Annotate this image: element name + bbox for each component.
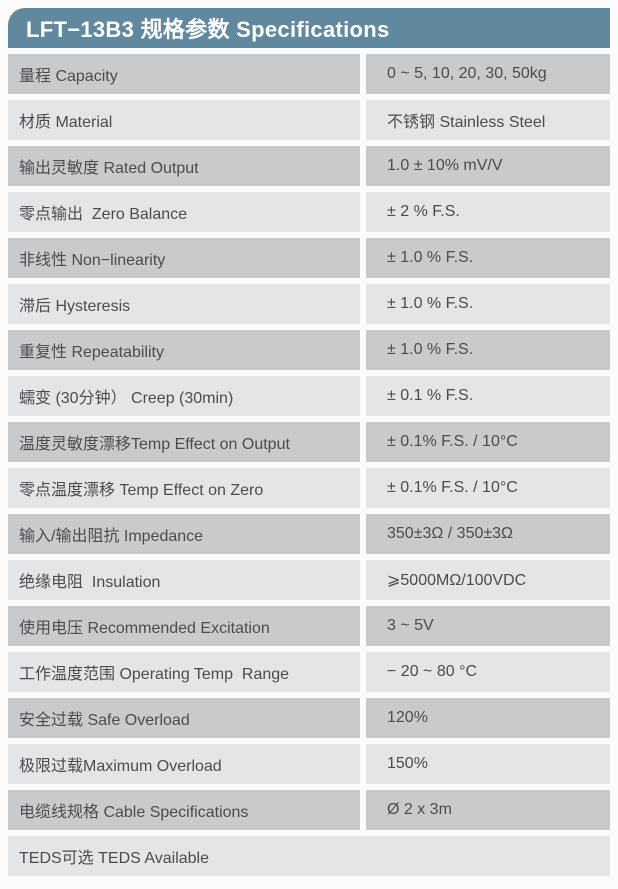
table-title: LFT−13B3 规格参数 Specifications [26,17,390,42]
spec-label-cell: 使用电压 Recommended Excitation [8,606,360,646]
spec-label-cell: 输出灵敏度 Rated Output [8,146,360,186]
spec-label: 输出灵敏度 Rated Output [19,160,199,177]
spec-row: 温度灵敏度漂移Temp Effect on Output ± 0.1% F.S. … [8,422,610,462]
spec-label-cell: 滞后 Hysteresis [8,284,360,324]
spec-value-cell: ± 0.1 % F.S. [366,376,610,416]
spec-label-cell: 输入/输出阻抗 Impedance [8,514,360,554]
spec-rows: 量程 Capacity 0 ~ 5, 10, 20, 30, 50kg 材质 Mat… [8,54,610,876]
spec-row: 滞后 Hysteresis ± 1.0 % F.S. [8,284,610,324]
spec-value-cell: 150% [366,744,610,784]
spec-row: 蠕变 (30分钟） Creep (30min) ± 0.1 % F.S. [8,376,610,416]
spec-row: 工作温度范围 Operating Temp Range − 20 ~ 80 °C [8,652,610,692]
spec-value-cell: ± 1.0 % F.S. [366,238,610,278]
spec-value: Ø 2 x 3m [387,801,452,818]
spec-value-cell: ± 0.1% F.S. / 10°C [366,422,610,462]
spec-value-cell: ⩾5000MΩ/100VDC [366,560,610,600]
spec-row: 重复性 Repeatability ± 1.0 % F.S. [8,330,610,370]
spec-row: 非线性 Non−linearity ± 1.0 % F.S. [8,238,610,278]
spec-value-cell: − 20 ~ 80 °C [366,652,610,692]
spec-label: 零点温度漂移 Temp Effect on Zero [19,482,264,499]
spec-label-cell: 零点输出 Zero Balance [8,192,360,232]
spec-label: 重复性 Repeatability [19,344,164,361]
spec-label-cell: 极限过载Maximum Overload [8,744,360,784]
spec-label: 安全过载 Safe Overload [19,712,190,729]
spec-value: ± 0.1% F.S. / 10°C [387,479,518,496]
spec-label: 绝缘电阻 Insulation [19,574,161,591]
spec-row: 电缆线规格 Cable Specifications Ø 2 x 3m [8,790,610,830]
spec-label-cell: 非线性 Non−linearity [8,238,360,278]
spec-row: 材质 Material 不锈钢 Stainless Steel [8,100,610,140]
spec-value: 1.0 ± 10% mV/V [387,157,503,174]
spec-row: 安全过载 Safe Overload 120% [8,698,610,738]
spec-value-cell: ± 2 % F.S. [366,192,610,232]
spec-row: 输出灵敏度 Rated Output 1.0 ± 10% mV/V [8,146,610,186]
spec-label: 非线性 Non−linearity [19,252,166,269]
spec-label: 输入/输出阻抗 Impedance [19,528,204,545]
spec-value-cell: Ø 2 x 3m [366,790,610,830]
spec-label: 零点输出 Zero Balance [19,206,188,223]
spec-row: 极限过载Maximum Overload 150% [8,744,610,784]
spec-label: 工作温度范围 Operating Temp Range [19,666,290,683]
spec-value-cell: 不锈钢 Stainless Steel [366,100,610,140]
spec-label: 使用电压 Recommended Excitation [19,620,270,637]
table-title-bar: LFT−13B3 规格参数 Specifications [8,8,610,48]
spec-row: 零点输出 Zero Balance ± 2 % F.S. [8,192,610,232]
spec-value: ± 2 % F.S. [387,203,460,220]
spec-value: 150% [387,755,428,772]
spec-label-cell: 材质 Material [8,100,360,140]
spec-value-cell: 350±3Ω / 350±3Ω [366,514,610,554]
spec-row: 输入/输出阻抗 Impedance 350±3Ω / 350±3Ω [8,514,610,554]
spec-label: 极限过载Maximum Overload [19,758,222,775]
spec-label-cell: 温度灵敏度漂移Temp Effect on Output [8,422,360,462]
spec-label-cell: 安全过载 Safe Overload [8,698,360,738]
spec-value: 3 ~ 5V [387,617,434,634]
spec-value: ± 0.1% F.S. / 10°C [387,433,518,450]
spec-value-cell: 120% [366,698,610,738]
spec-label-cell: TEDS可选 TEDS Available [8,836,610,876]
spec-label-cell: 电缆线规格 Cable Specifications [8,790,360,830]
spec-value-cell: ± 1.0 % F.S. [366,284,610,324]
spec-label: 量程 Capacity [19,68,118,85]
spec-label-cell: 绝缘电阻 Insulation [8,560,360,600]
spec-value: ± 0.1 % F.S. [387,387,474,404]
spec-row: TEDS可选 TEDS Available [8,836,610,876]
spec-row: 量程 Capacity 0 ~ 5, 10, 20, 30, 50kg [8,54,610,94]
spec-label-cell: 零点温度漂移 Temp Effect on Zero [8,468,360,508]
spec-value: ± 1.0 % F.S. [387,295,474,312]
spec-value: ± 1.0 % F.S. [387,341,474,358]
spec-row: 零点温度漂移 Temp Effect on Zero ± 0.1% F.S. / … [8,468,610,508]
spec-value-cell: ± 1.0 % F.S. [366,330,610,370]
spec-value: 120% [387,709,428,726]
spec-value: 0 ~ 5, 10, 20, 30, 50kg [387,65,547,82]
spec-label: 温度灵敏度漂移Temp Effect on Output [19,436,290,453]
spec-value: 不锈钢 Stainless Steel [387,114,546,131]
spec-value-cell: 1.0 ± 10% mV/V [366,146,610,186]
spec-label: 蠕变 (30分钟） Creep (30min) [19,390,234,407]
spec-row: 绝缘电阻 Insulation ⩾5000MΩ/100VDC [8,560,610,600]
spec-value-cell: ± 0.1% F.S. / 10°C [366,468,610,508]
spec-value-cell: 3 ~ 5V [366,606,610,646]
spec-label: 电缆线规格 Cable Specifications [19,804,249,821]
spec-value: ± 1.0 % F.S. [387,249,474,266]
spec-value: − 20 ~ 80 °C [387,663,478,680]
spec-label: 材质 Material [19,114,113,131]
spec-value: 350±3Ω / 350±3Ω [387,525,514,542]
spec-label: 滞后 Hysteresis [19,298,131,315]
spec-label-cell: 重复性 Repeatability [8,330,360,370]
spec-label-cell: 工作温度范围 Operating Temp Range [8,652,360,692]
spec-value-cell: 0 ~ 5, 10, 20, 30, 50kg [366,54,610,94]
spec-label-cell: 量程 Capacity [8,54,360,94]
spec-label: TEDS可选 TEDS Available [19,850,209,867]
spec-value: ⩾5000MΩ/100VDC [387,572,527,589]
spec-row: 使用电压 Recommended Excitation 3 ~ 5V [8,606,610,646]
spec-label-cell: 蠕变 (30分钟） Creep (30min) [8,376,360,416]
